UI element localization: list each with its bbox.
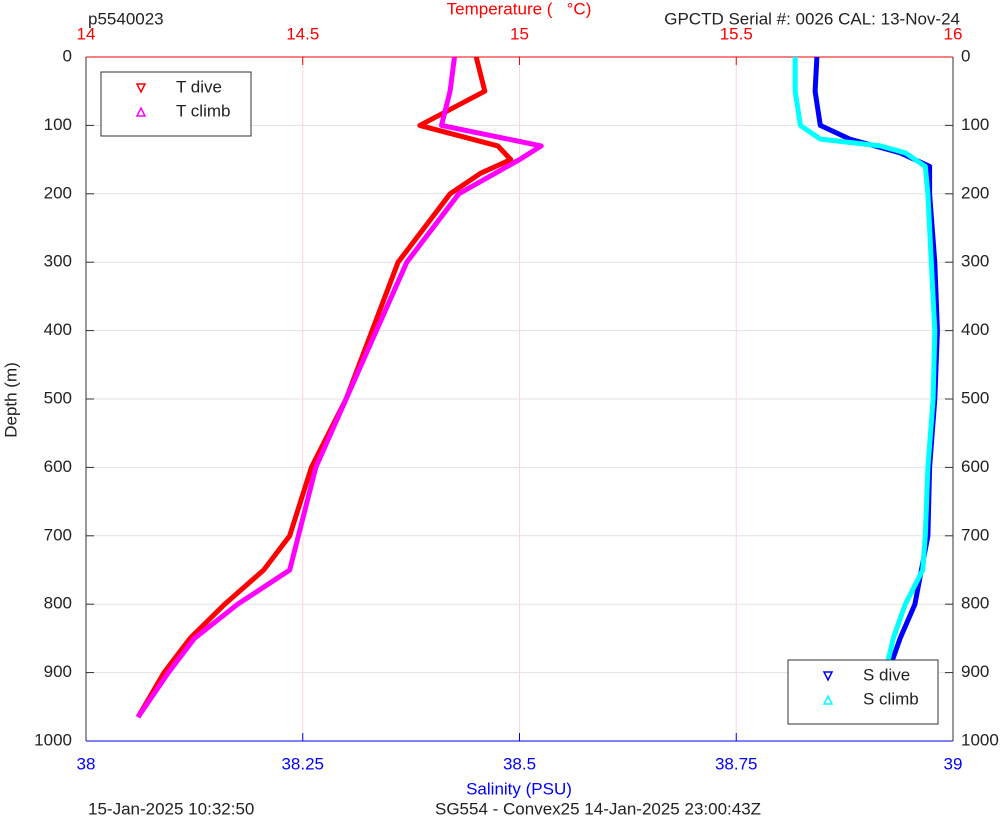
y-tick-label: 200 [44,183,72,202]
legend-label: S climb [863,689,919,708]
y-tick-label: 100 [44,115,72,134]
legend-marker [135,83,147,94]
legend-label: T climb [176,101,230,120]
x-tick-label: 38.5 [503,754,536,773]
legend-marker [822,671,834,682]
x2-tick-label: 14.5 [286,24,319,43]
profile-line [135,56,514,719]
legend-box [100,71,252,137]
y-tick-label: 300 [44,252,72,271]
y-tick-label: 400 [44,320,72,339]
y2-tick-label: 600 [961,457,989,476]
y2-tick-label: 0 [961,46,970,65]
y-axis-label: Depth (m) [1,362,20,438]
legend-marker [822,694,834,705]
y2-tick-label: 900 [961,662,989,681]
y-tick-label: 900 [44,662,72,681]
legend-label: S dive [863,665,910,684]
profile-line [812,56,940,718]
y2-tick-label: 100 [961,115,989,134]
footer-right: SG554 - Convex25 14-Jan-2025 23:00:43Z [435,799,761,818]
x2-tick-label: 15.5 [720,24,753,43]
x-tick-label: 38.75 [715,754,758,773]
x2-tick-label: 14 [77,24,96,43]
x-tick-label: 39 [944,754,963,773]
legend-label: T dive [176,77,222,96]
y2-tick-label: 400 [961,320,989,339]
y2-tick-label: 800 [961,594,989,613]
legend-marker [135,106,147,117]
y2-tick-label: 1000 [961,730,999,749]
y-tick-label: 700 [44,525,72,544]
y-tick-label: 500 [44,388,72,407]
chart-subtitle: GPCTD Serial #: 0026 CAL: 13-Nov-24 [664,9,960,28]
y2-tick-label: 200 [961,183,989,202]
legend-box [787,659,939,725]
y-tick-label: 0 [63,46,72,65]
y-tick-label: 1000 [34,730,72,749]
profile-line [135,56,544,719]
y2-tick-label: 500 [961,388,989,407]
footer-left: 15-Jan-2025 10:32:50 [88,799,254,818]
x2-axis-label: Temperature ( °C) [447,0,592,18]
x2-tick-label: 16 [944,24,963,43]
x-tick-label: 38.25 [281,754,324,773]
y2-tick-label: 300 [961,252,989,271]
y-tick-label: 800 [44,594,72,613]
x-tick-label: 38 [77,754,96,773]
y-tick-label: 600 [44,457,72,476]
profile-line [792,57,938,718]
x-axis-label: Salinity (PSU) [466,779,572,798]
y2-tick-label: 700 [961,525,989,544]
chart-title: p5540023 [88,9,164,28]
x2-tick-label: 15 [510,24,529,43]
